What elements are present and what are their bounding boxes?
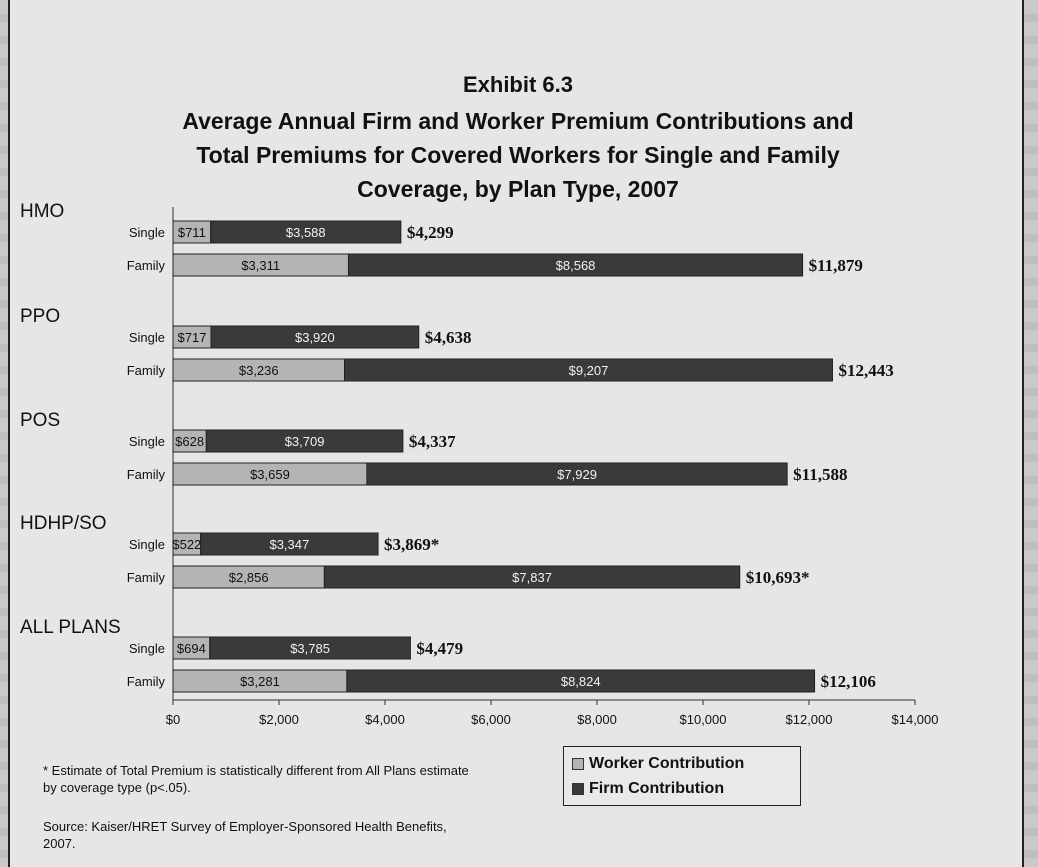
- source-note-line-1: Source: Kaiser/HRET Survey of Employer-S…: [43, 819, 447, 834]
- stacked-bar-chart: $0 $2,000 $4,000 $6,000 $8,000 $10,000 $12,000…: [20, 201, 939, 727]
- legend-item-worker: Worker Contribution: [572, 751, 792, 776]
- x-tick-label: $10,000: [680, 712, 727, 727]
- worker-value-label: $3,281: [240, 674, 280, 689]
- source-note-line-2: 2007.: [43, 836, 76, 851]
- bar-firm-contribution: [346, 669, 816, 693]
- x-tick-label: $6,000: [471, 712, 511, 727]
- legend-swatch-worker: [572, 757, 584, 770]
- firm-value-label: $9,207: [569, 363, 609, 378]
- exhibit-panel: Exhibit 6.3 Average Annual Firm and Work…: [8, 0, 1024, 867]
- legend-label-worker: Worker Contribution: [589, 754, 745, 772]
- firm-value-label: $3,588: [286, 225, 326, 240]
- chart-title-line-3: Coverage, by Plan Type, 2007: [357, 176, 679, 202]
- firm-value-label: $8,824: [561, 674, 601, 689]
- firm-value-label: $3,709: [285, 434, 325, 449]
- bar-firm-contribution: [209, 636, 411, 660]
- significance-footnote-line-1: * Estimate of Total Premium is statistic…: [43, 763, 469, 778]
- firm-value-label: $8,568: [556, 258, 596, 273]
- row-label: Single: [129, 330, 165, 345]
- x-tick-label: $0: [166, 712, 180, 727]
- exhibit-number: Exhibit 6.3: [462, 72, 574, 97]
- bar-firm-contribution: [210, 325, 420, 349]
- x-tick-label: $8,000: [577, 712, 617, 727]
- firm-value-label: $7,837: [512, 570, 552, 585]
- row-label: Family: [127, 258, 166, 273]
- row-label: Family: [127, 674, 166, 689]
- significance-footnote-line-2: by coverage type (p<.05).: [43, 780, 191, 795]
- legend-label-firm: Firm Contribution: [589, 779, 725, 797]
- row-label: Single: [129, 225, 165, 240]
- group-label: HMO: [20, 201, 64, 222]
- bar-firm-contribution: [210, 220, 402, 244]
- total-value-label: $4,479: [416, 639, 463, 658]
- total-value-label: $12,443: [838, 361, 893, 380]
- chart-title-line-2: Total Premiums for Covered Workers for S…: [196, 142, 840, 168]
- legend-swatch-firm: [572, 782, 584, 795]
- worker-value-label: $628: [175, 434, 204, 449]
- legend-item-firm: Firm Contribution: [572, 776, 792, 801]
- total-value-label: $4,638: [425, 328, 472, 347]
- worker-value-label: $522: [172, 537, 201, 552]
- bar-firm-contribution: [205, 429, 404, 453]
- group-label: PPO: [20, 306, 60, 327]
- worker-value-label: $2,856: [229, 570, 269, 585]
- bar-firm-contribution: [323, 565, 741, 589]
- x-tick-label: $12,000: [786, 712, 833, 727]
- x-tick-label: $2,000: [259, 712, 299, 727]
- firm-value-label: $7,929: [557, 467, 597, 482]
- worker-value-label: $717: [178, 330, 207, 345]
- row-label: Family: [127, 570, 166, 585]
- row-label: Single: [129, 641, 165, 656]
- total-value-label: $4,299: [407, 223, 454, 242]
- firm-value-label: $3,920: [295, 330, 335, 345]
- x-tick-label: $4,000: [365, 712, 405, 727]
- worker-value-label: $3,236: [239, 363, 279, 378]
- row-label: Single: [129, 537, 165, 552]
- row-label: Single: [129, 434, 165, 449]
- total-value-label: $11,879: [809, 256, 863, 275]
- bar-firm-contribution: [200, 532, 379, 556]
- chart-legend: Worker Contribution Firm Contribution: [563, 746, 801, 806]
- total-value-label: $10,693*: [746, 568, 810, 587]
- bar-firm-contribution: [344, 358, 833, 382]
- worker-value-label: $694: [177, 641, 206, 656]
- bar-firm-contribution: [347, 253, 804, 277]
- total-value-label: $3,869*: [384, 535, 439, 554]
- group-label: POS: [20, 410, 60, 431]
- worker-value-label: $3,659: [250, 467, 290, 482]
- worker-value-label: $3,311: [241, 258, 280, 273]
- group-label: ALL PLANS: [20, 617, 121, 638]
- firm-value-label: $3,785: [290, 641, 330, 656]
- x-tick-label: $14,000: [892, 712, 939, 727]
- total-value-label: $4,337: [409, 432, 456, 451]
- row-label: Family: [127, 363, 166, 378]
- bar-firm-contribution: [366, 462, 788, 486]
- row-label: Family: [127, 467, 166, 482]
- chart-title-line-1: Average Annual Firm and Worker Premium C…: [182, 108, 854, 134]
- total-value-label: $12,106: [821, 672, 876, 691]
- group-label: HDHP/SO: [20, 513, 107, 534]
- total-value-label: $11,588: [793, 465, 847, 484]
- worker-value-label: $711: [178, 225, 206, 240]
- title-block: Exhibit 6.3 Average Annual Firm and Work…: [10, 72, 1026, 206]
- firm-value-label: $3,347: [269, 537, 309, 552]
